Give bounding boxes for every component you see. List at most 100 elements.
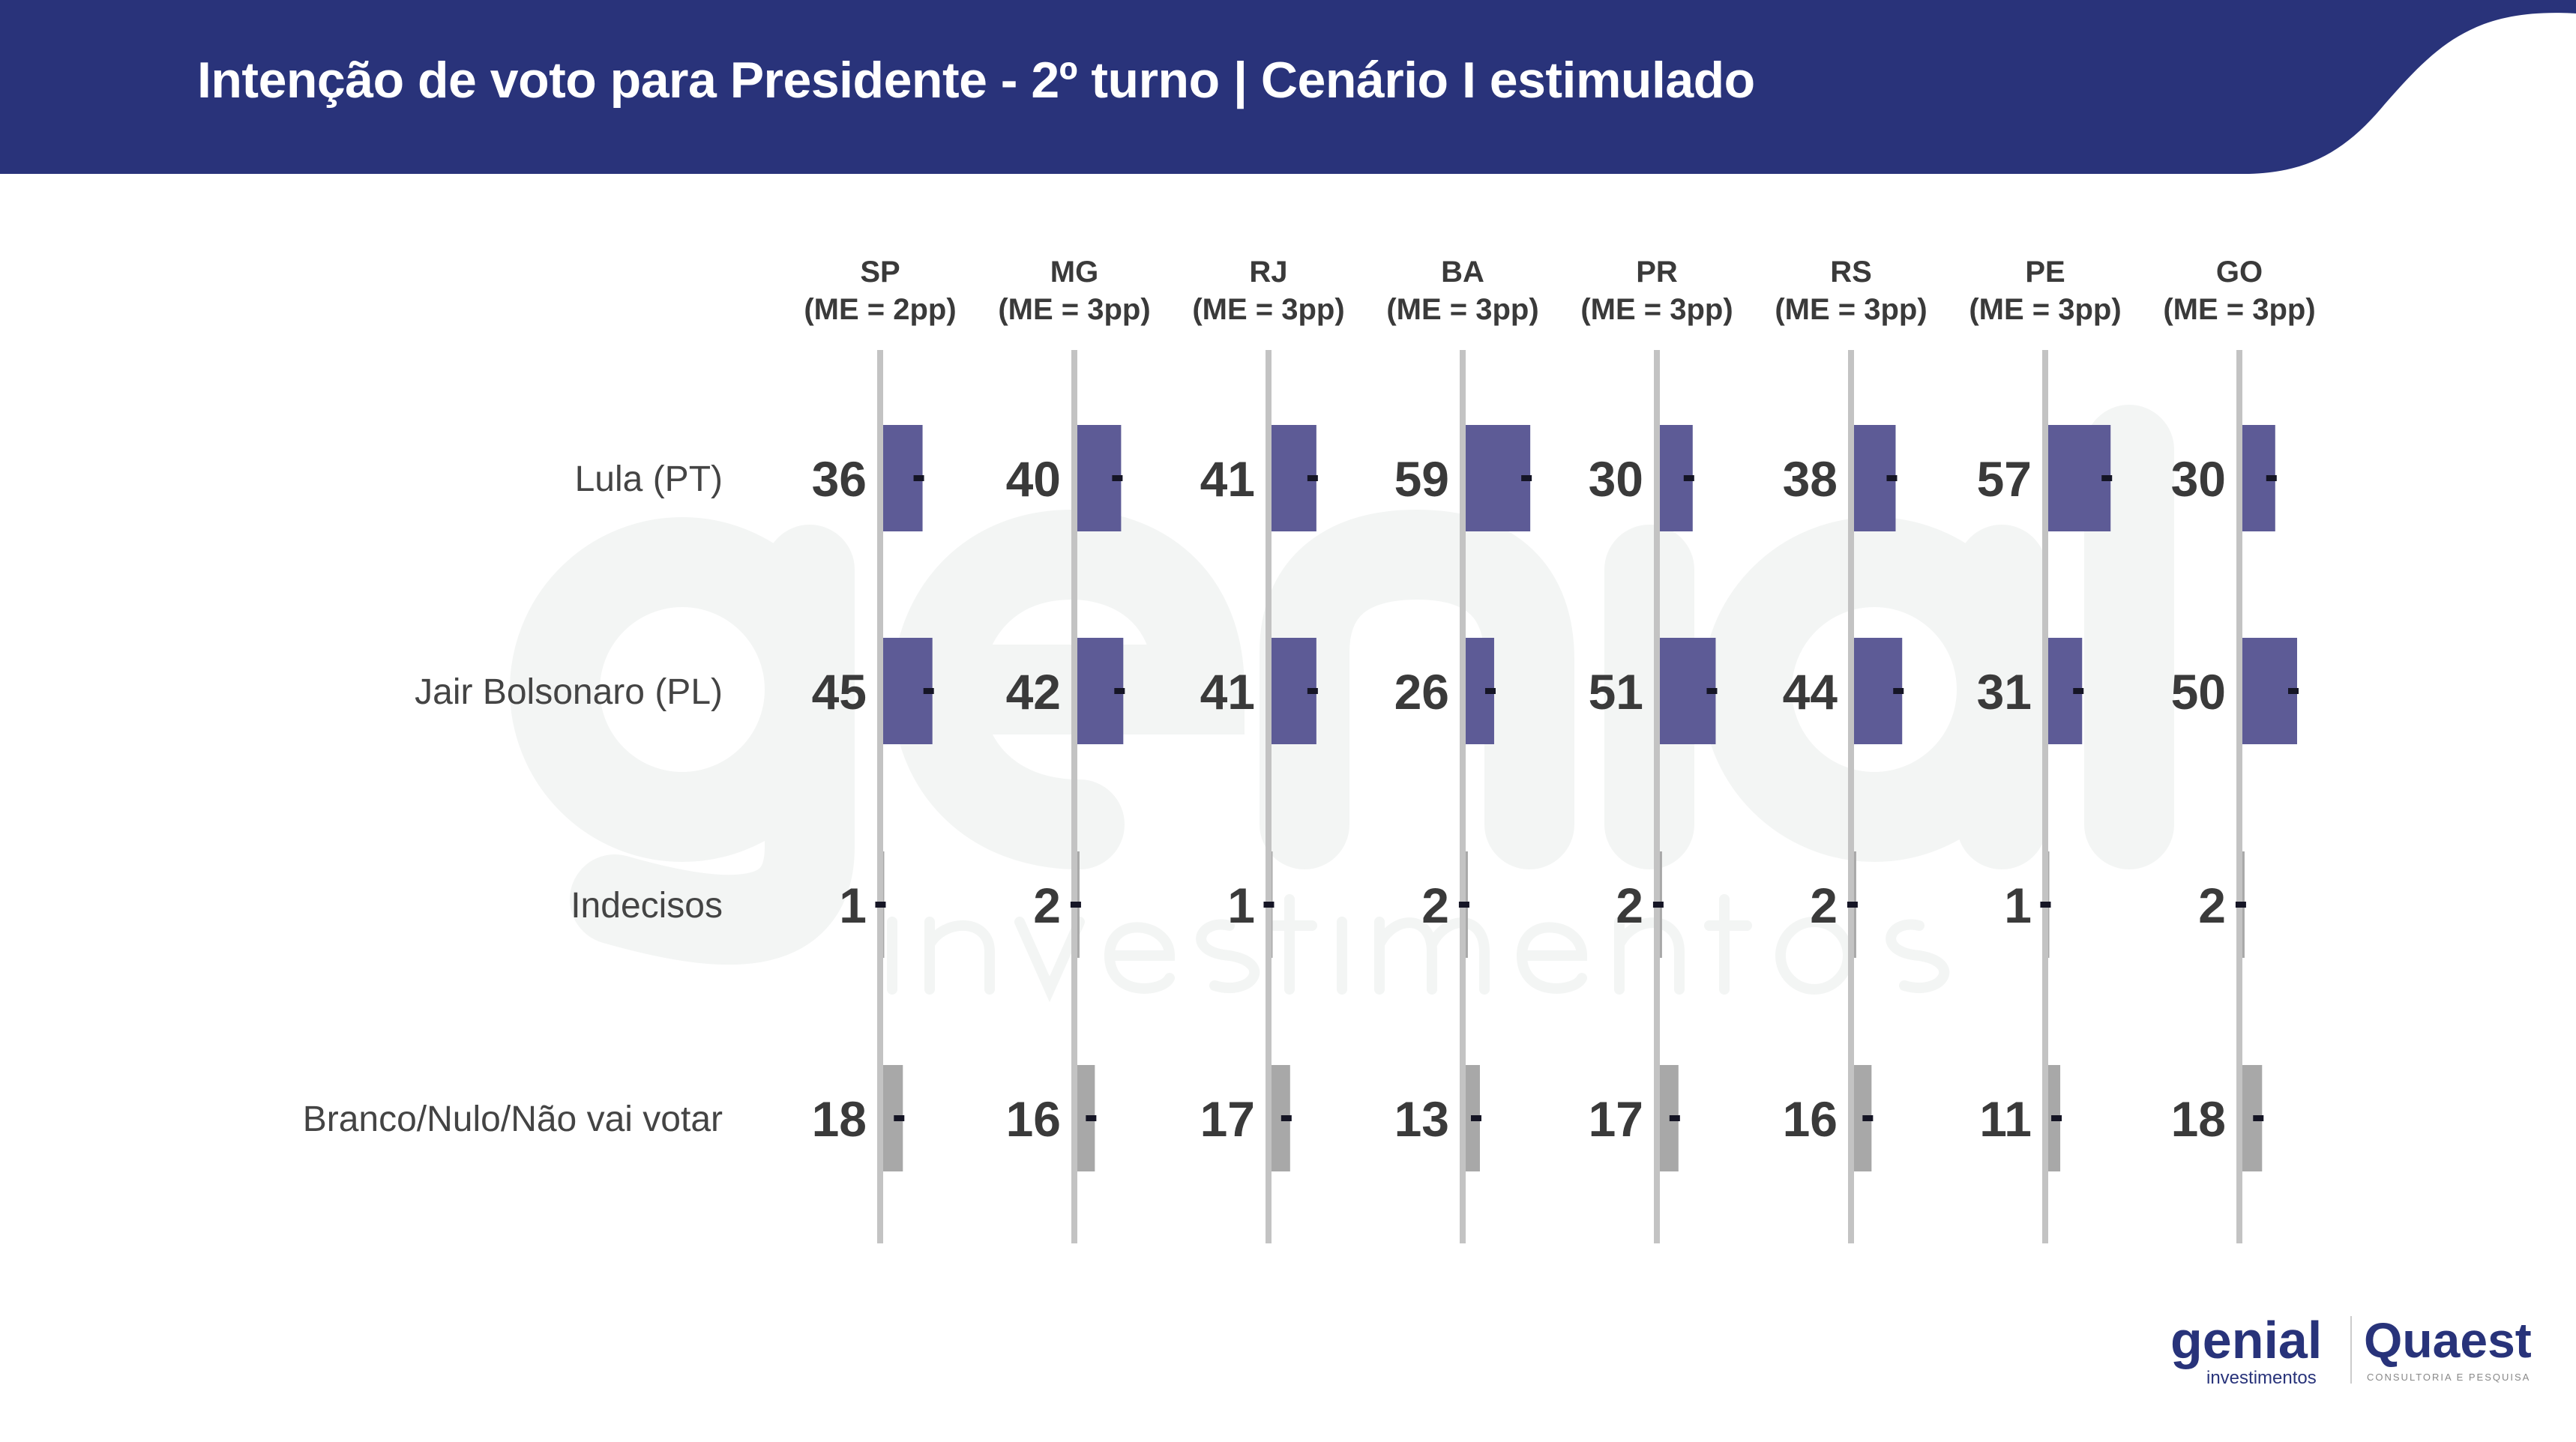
data-label: 16	[1783, 1091, 1838, 1147]
data-label: 18	[2171, 1091, 2226, 1147]
error-marker	[1281, 1115, 1292, 1121]
data-label: 17	[1589, 1091, 1643, 1147]
column-axis-line	[1266, 350, 1272, 1243]
error-marker	[1070, 902, 1081, 908]
data-label: 13	[1394, 1091, 1449, 1147]
header-banner	[0, 0, 2576, 174]
error-marker	[2266, 475, 2277, 481]
data-label: 41	[1200, 451, 1255, 507]
error-marker	[1847, 902, 1858, 908]
error-marker	[1521, 475, 1532, 481]
row-label: Jair Bolsonaro (PL)	[415, 672, 723, 712]
data-label: 44	[1783, 664, 1838, 720]
error-marker	[2288, 688, 2299, 694]
column-state-label: RJ	[1249, 256, 1287, 289]
watermark-letter-n	[1260, 509, 1574, 869]
error-marker	[1307, 475, 1318, 481]
error-marker	[1114, 688, 1125, 694]
error-marker	[1458, 902, 1469, 908]
data-label: 51	[1589, 664, 1643, 720]
error-marker	[1683, 475, 1694, 481]
error-marker	[2235, 902, 2246, 908]
column-state-label: MG	[1050, 256, 1098, 289]
data-label: 30	[2171, 451, 2226, 507]
column-margin-label: (ME = 3pp)	[1580, 293, 1733, 326]
data-label: 45	[812, 664, 867, 720]
error-marker	[1862, 1115, 1874, 1121]
column-state-label: BA	[1441, 256, 1484, 289]
data-label: 16	[1006, 1091, 1061, 1147]
column-state-label: RS	[1830, 256, 1872, 289]
data-label: 1	[2004, 878, 2032, 933]
column-axis-line	[1654, 350, 1660, 1243]
column-axis-line	[2042, 350, 2048, 1243]
data-label: 18	[812, 1091, 867, 1147]
data-label: 42	[1006, 664, 1061, 720]
data-label: 38	[1783, 451, 1838, 507]
error-marker	[1112, 475, 1123, 481]
data-label: 40	[1006, 451, 1061, 507]
column-axis-line	[2236, 350, 2242, 1243]
row-label: Lula (PT)	[575, 459, 723, 499]
column-margin-label: (ME = 3pp)	[1192, 293, 1344, 326]
error-marker	[913, 475, 924, 481]
data-label: 36	[812, 451, 867, 507]
error-marker	[2040, 902, 2051, 908]
column-margin-label: (ME = 3pp)	[998, 293, 1150, 326]
error-marker	[1669, 1115, 1680, 1121]
data-label: 17	[1200, 1091, 1255, 1147]
column-axis-line	[1460, 350, 1466, 1243]
bar	[2048, 425, 2111, 531]
quaest-logo: Quaest	[2364, 1312, 2532, 1368]
error-marker	[1470, 1115, 1481, 1121]
row-label: Indecisos	[571, 886, 723, 926]
column-axis-line	[1848, 350, 1854, 1243]
data-label: 2	[1421, 878, 1449, 933]
watermark-letter-e	[891, 509, 1245, 869]
quaest-logo-subtitle: CONSULTORIA E PESQUISA	[2367, 1372, 2531, 1383]
data-label: 30	[1589, 451, 1643, 507]
error-marker	[1893, 688, 1904, 694]
error-marker	[1886, 475, 1898, 481]
genial-logo-subtitle: investimentos	[2206, 1368, 2317, 1388]
watermark-letter-g-tail	[570, 525, 855, 965]
data-label: 26	[1394, 664, 1449, 720]
error-marker	[1086, 1115, 1097, 1121]
data-label: 2	[1033, 878, 1061, 933]
row-label: Branco/Nulo/Não vai votar	[303, 1099, 723, 1139]
data-label: 50	[2171, 664, 2226, 720]
error-marker	[1706, 688, 1718, 694]
column-axis-line	[877, 350, 883, 1243]
column-margin-label: (ME = 3pp)	[2163, 293, 2315, 326]
error-marker	[2101, 475, 2113, 481]
logo-divider	[2350, 1316, 2352, 1384]
data-label: 11	[1979, 1091, 2032, 1147]
error-marker	[2073, 688, 2084, 694]
bar	[1466, 425, 1531, 531]
error-marker	[1263, 902, 1275, 908]
error-marker	[1484, 688, 1496, 694]
data-label: 31	[1977, 664, 2032, 720]
bar	[2242, 638, 2297, 744]
genial-logo: genial	[2170, 1311, 2323, 1369]
data-label: 2	[1810, 878, 1838, 933]
data-label: 59	[1394, 451, 1449, 507]
data-label: 1	[1227, 878, 1255, 933]
data-label: 2	[2198, 878, 2226, 933]
column-margin-label: (ME = 2pp)	[804, 293, 956, 326]
data-label: 2	[1616, 878, 1643, 933]
error-marker	[1652, 902, 1664, 908]
page-title: Intenção de voto para Presidente - 2º tu…	[197, 52, 1755, 109]
error-marker	[875, 902, 886, 908]
column-axis-line	[1071, 350, 1077, 1243]
error-marker	[2051, 1115, 2062, 1121]
column-margin-label: (ME = 3pp)	[1775, 293, 1927, 326]
error-marker	[2253, 1115, 2264, 1121]
column-margin-label: (ME = 3pp)	[1386, 293, 1538, 326]
data-label: 57	[1977, 451, 2032, 507]
footer-logos: genial investimentos Quaest CONSULTORIA …	[2170, 1313, 2545, 1388]
column-state-label: PE	[2025, 256, 2065, 289]
column-margin-label: (ME = 3pp)	[1969, 293, 2121, 326]
column-state-label: GO	[2216, 256, 2263, 289]
